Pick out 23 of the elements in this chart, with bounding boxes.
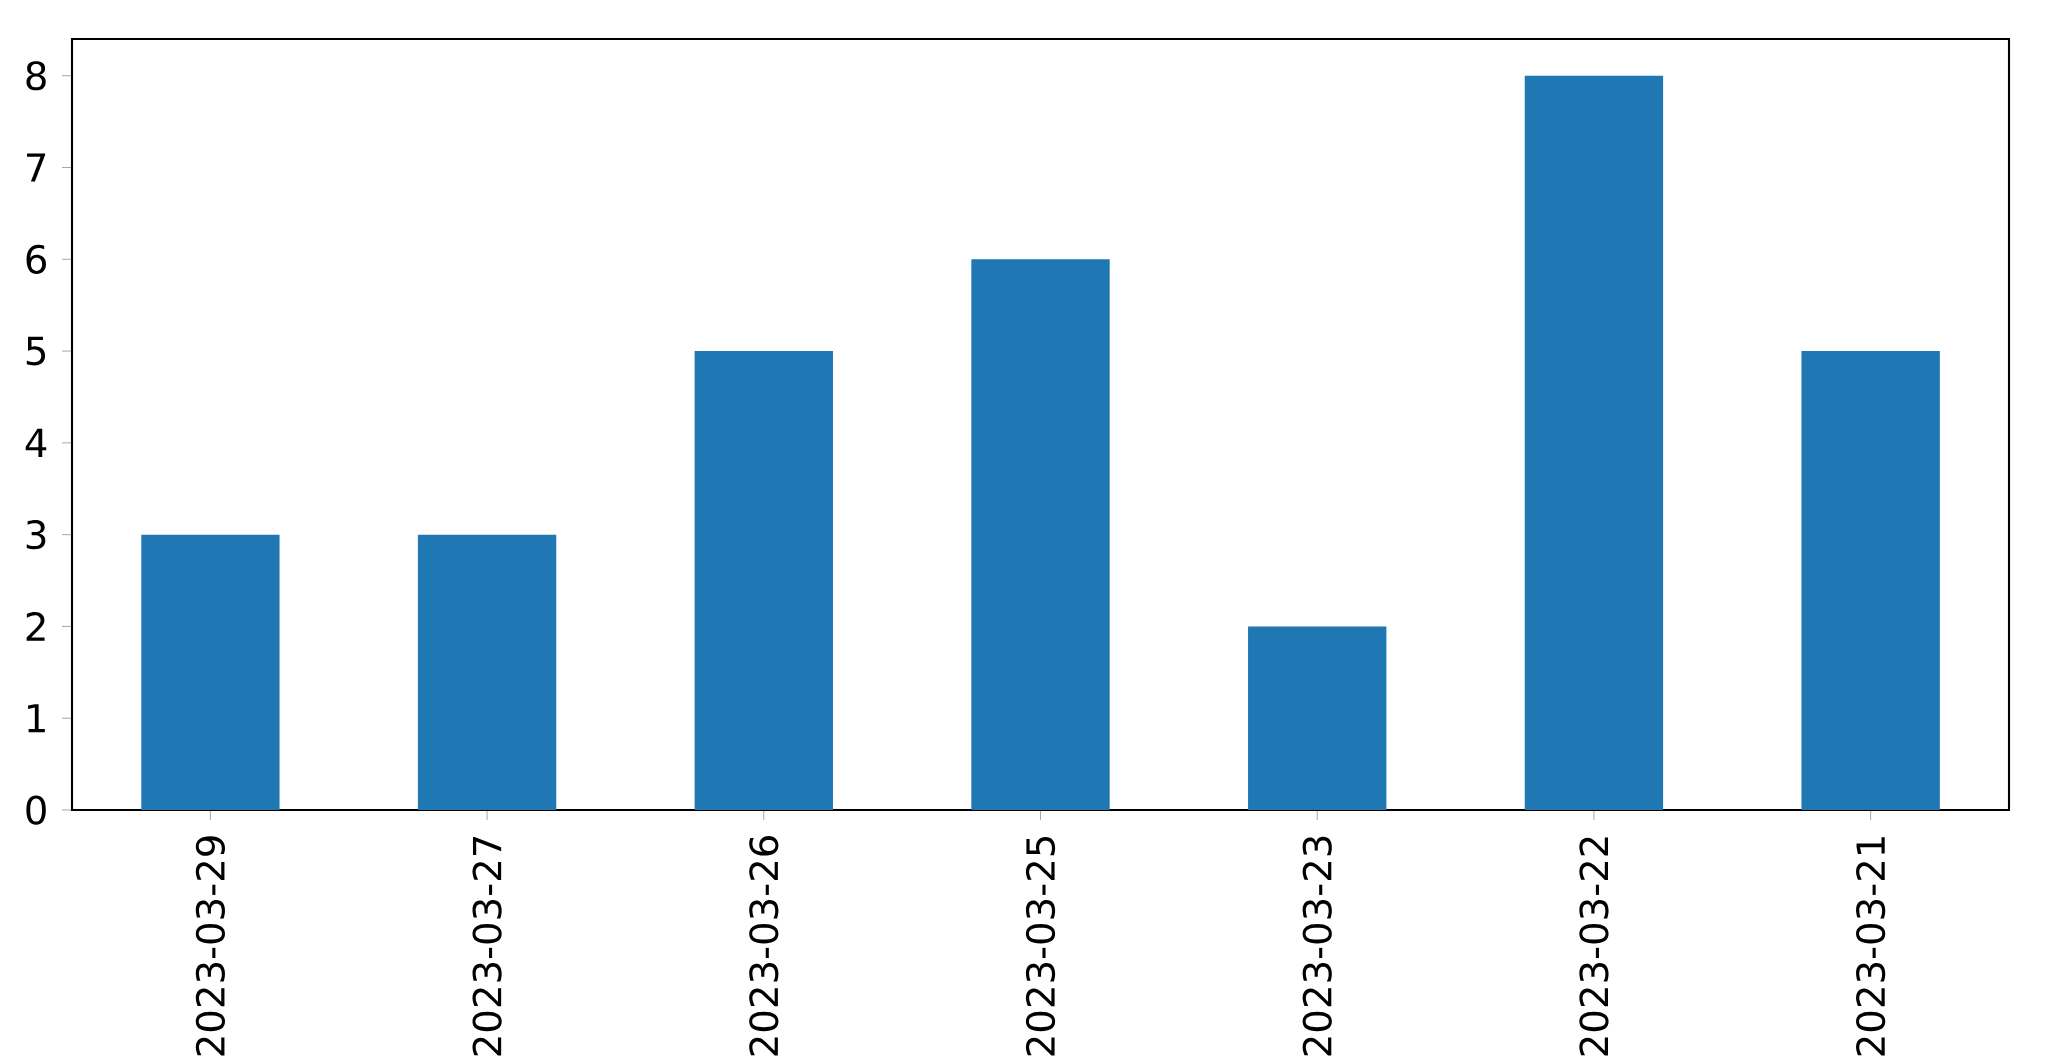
y-tick-label: 1 — [28, 704, 45, 733]
bar — [1248, 626, 1387, 810]
y-tick-label: 5 — [26, 336, 46, 366]
bar — [971, 259, 1110, 810]
bar — [417, 534, 557, 810]
y-tick-label: 6 — [26, 244, 46, 274]
x-tick-label: 2023-03-27 — [472, 836, 502, 1056]
y-tick-label: 3 — [26, 520, 46, 550]
x-tick-label: 2023-03-23 — [1302, 836, 1332, 1056]
x-tick-label: 2023-03-22 — [1579, 837, 1609, 1056]
x-tick-label: 2023-03-25 — [1025, 837, 1056, 1056]
x-tick-label: 2023-03-29 — [195, 836, 225, 1056]
y-tick-label: 4 — [25, 428, 47, 457]
bar — [141, 534, 280, 810]
y-tick-label: 8 — [26, 61, 46, 91]
bar — [1524, 75, 1664, 810]
bar — [694, 351, 833, 810]
bar — [1801, 351, 1940, 810]
y-tick-label: 7 — [27, 153, 46, 182]
x-tick-label: 2023-03-26 — [749, 836, 779, 1056]
x-tick-label: 2023-03-21 — [1856, 837, 1886, 1056]
y-tick-label: 0 — [26, 795, 46, 825]
y-tick-label: 2 — [26, 612, 45, 641]
